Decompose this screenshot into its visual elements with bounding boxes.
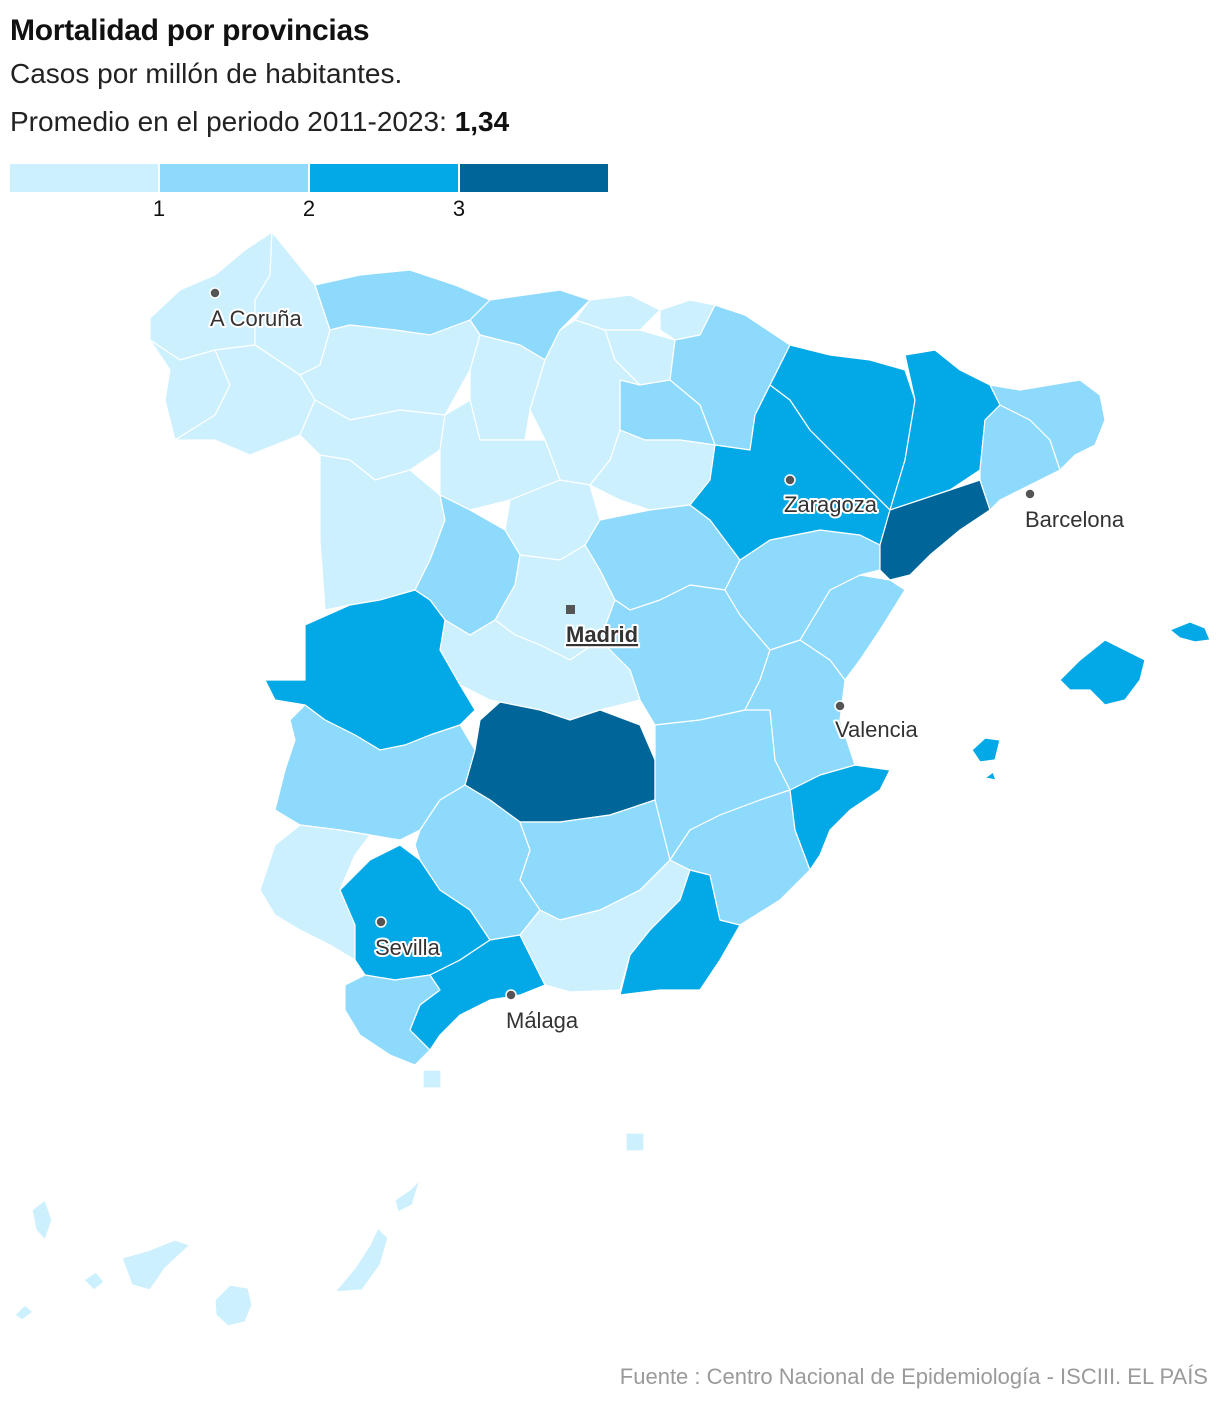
city-dot [784,474,796,486]
city-sevilla: Sevilla [373,916,443,962]
city-dot [505,989,517,1001]
legend-tick-label-3: 3 [452,196,466,221]
province-el-hierro[interactable] [14,1304,34,1321]
city-valencia: Valencia [833,700,921,744]
province-tenerife[interactable] [121,1239,191,1291]
city-dot [834,700,846,712]
province-la-gomera[interactable] [83,1271,105,1291]
city-zaragoza: Zaragoza [782,474,880,519]
province-ourense[interactable] [174,344,316,456]
city-dot [375,916,387,928]
legend-tick-2 [308,164,310,194]
city-label-malaga: Málaga [506,1008,579,1033]
province-girona[interactable] [989,379,1106,471]
province-ceuta[interactable] [422,1069,442,1089]
legend-tick-label-2: 2 [302,196,316,221]
city-label-madrid: Madrid [566,622,638,647]
province-formentera[interactable] [984,771,997,781]
province-gran-canaria[interactable] [214,1284,253,1327]
legend-swatch-0 [10,164,158,192]
province-mallorca[interactable] [1059,639,1146,706]
average-value: 1,34 [454,106,510,137]
map-title: Mortalidad por provincias [10,14,370,47]
city-dot [1024,488,1036,500]
average-line: Promedio en el periodo 2011-2023: 1,34 [10,106,509,138]
province-toledo[interactable] [439,619,641,721]
province-menorca[interactable] [1169,621,1211,643]
city-label-valencia: Valencia [835,717,919,742]
province-tarragona[interactable] [879,479,991,581]
legend-tick-1 [158,164,160,194]
legend-swatch-1 [160,164,308,192]
city-dot [209,287,221,299]
province-la-palma[interactable] [31,1199,53,1241]
source-credit: Fuente : Centro Nacional de Epidemiologí… [619,1364,1208,1389]
city-barcelona: Barcelona [1023,488,1127,534]
province-melilla[interactable] [625,1132,645,1152]
legend-tick-label-1: 1 [152,196,166,221]
color-legend: 1 2 3 [10,164,608,221]
city-label-sevilla: Sevilla [375,935,441,960]
province-ibiza[interactable] [971,737,1001,763]
legend-swatch-3 [460,164,608,192]
legend-swatch-2 [310,164,458,192]
province-fuerteventura[interactable] [334,1227,389,1293]
city-label-zaragoza: Zaragoza [784,492,878,517]
legend-tick-3 [458,164,460,194]
province-lanzarote[interactable] [394,1179,421,1213]
city-malaga: Málaga [504,989,581,1035]
average-label: Promedio en el periodo 2011-2023: [10,106,447,137]
map-subtitle: Casos por millón de habitantes. [10,58,403,89]
province-malaga[interactable] [409,934,546,1051]
city-a-coruna: A Coruña [208,287,304,333]
city-madrid: Madrid [564,605,640,649]
province-leon[interactable] [299,319,481,421]
city-label-barcelona: Barcelona [1025,507,1125,532]
province-murcia[interactable] [669,789,811,926]
city-label-a-coruna: A Coruña [210,306,302,331]
capital-marker [566,605,575,614]
